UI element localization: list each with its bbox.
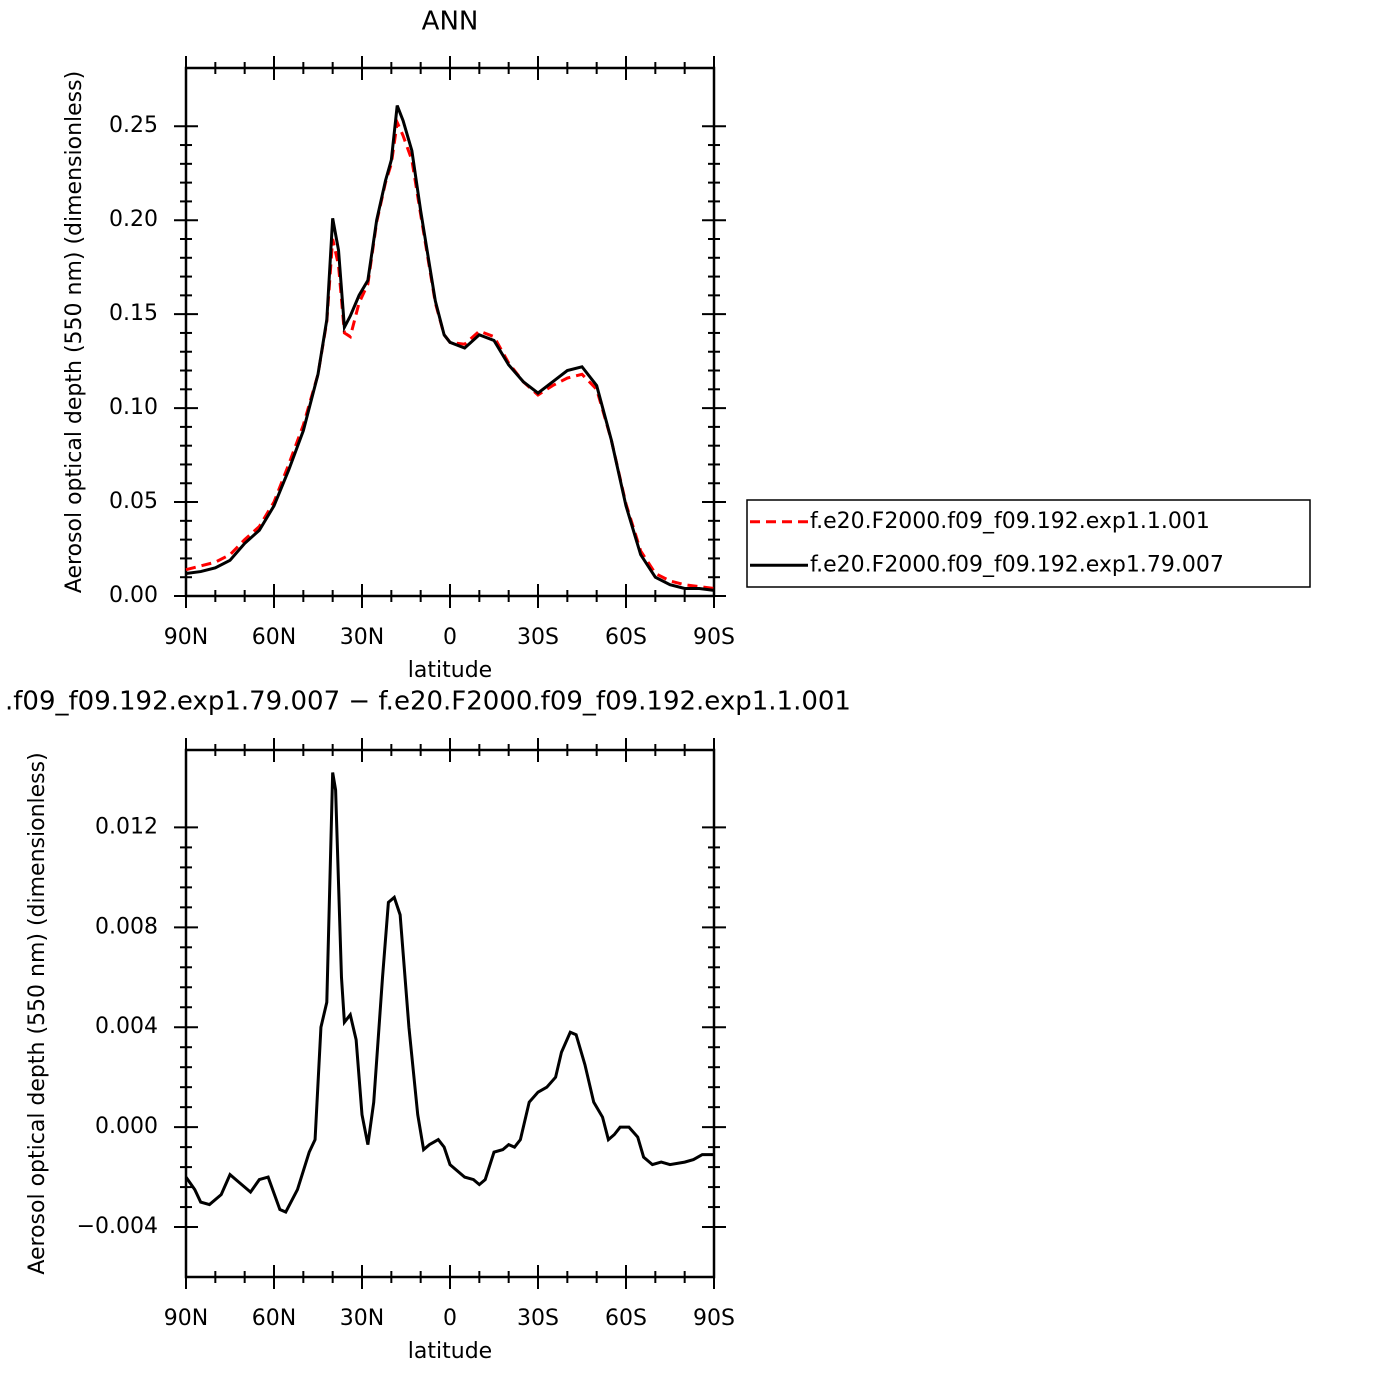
y-tick-label: 0.008: [95, 914, 158, 939]
y-axis-label: Aerosol optical depth (550 nm) (dimensio…: [25, 752, 50, 1274]
y-tick-label: 0.05: [109, 489, 158, 514]
y-tick-label: 0.00: [109, 583, 158, 608]
chart-title: .f09_f09.192.exp1.79.007 − f.e20.F2000.f…: [5, 687, 851, 717]
y-axis-label: Aerosol optical depth (550 nm) (dimensio…: [62, 71, 87, 593]
x-tick-label: 0: [443, 1306, 457, 1331]
x-tick-label: 90N: [164, 1306, 208, 1331]
x-tick-label: 0: [443, 625, 457, 650]
plot-frame: [184, 748, 716, 1279]
y-tick-label: 0.012: [95, 814, 158, 839]
x-axis-label: latitude: [408, 658, 492, 683]
x-tick-label: 60N: [252, 1306, 296, 1331]
x-tick-label: 30N: [340, 625, 384, 650]
x-tick-label: 30N: [340, 1306, 384, 1331]
x-axis-label: latitude: [408, 1339, 492, 1364]
x-tick-label: 90S: [693, 1306, 735, 1331]
legend-label: f.e20.F2000.f09_f09.192.exp1.1.001: [810, 509, 1210, 534]
y-tick-label: 0.004: [95, 1014, 158, 1039]
y-tick-label: 0.25: [109, 113, 158, 138]
x-tick-label: 60N: [252, 625, 296, 650]
chart-title: ANN: [422, 7, 479, 37]
x-tick-label: 60S: [605, 1306, 647, 1331]
x-tick-label: 30S: [517, 625, 559, 650]
x-tick-label: 90N: [164, 625, 208, 650]
data-line: [184, 772, 714, 1214]
plot-frame: [184, 66, 716, 598]
y-tick-label: 0.000: [95, 1114, 158, 1139]
y-tick-label: 0.20: [109, 207, 158, 232]
x-tick-label: 30S: [517, 1306, 559, 1331]
y-tick-label: 0.15: [109, 301, 158, 326]
legend-label: f.e20.F2000.f09_f09.192.exp1.79.007: [810, 552, 1224, 577]
y-tick-label: −0.004: [77, 1214, 158, 1239]
x-tick-label: 90S: [693, 625, 735, 650]
y-tick-label: 0.10: [109, 395, 158, 420]
legend-box: [746, 499, 1311, 588]
x-tick-label: 60S: [605, 625, 647, 650]
data-line: [185, 105, 715, 592]
